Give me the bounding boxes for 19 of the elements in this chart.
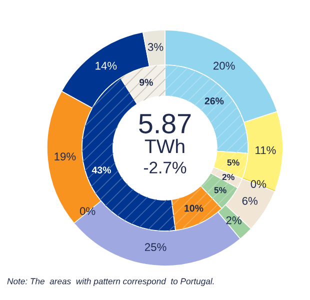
data-label: 2% bbox=[226, 216, 242, 224]
text: TWh bbox=[144, 138, 184, 154]
text: 5.87 bbox=[139, 114, 191, 134]
data-label: 26% bbox=[204, 98, 224, 104]
data-label: 3% bbox=[148, 43, 164, 51]
data-label: 25% bbox=[144, 243, 166, 252]
data-label: 5% bbox=[214, 187, 226, 194]
data-label: 19% bbox=[54, 152, 76, 160]
data-label: 20% bbox=[214, 62, 235, 70]
data-label: 2% bbox=[222, 174, 234, 180]
data-label: 5% bbox=[227, 159, 240, 166]
data-label: 14% bbox=[96, 62, 117, 70]
text: -2.7% bbox=[144, 162, 186, 174]
data-label: 10% bbox=[184, 204, 204, 212]
data-label: 11% bbox=[256, 146, 276, 154]
data-label: 9% bbox=[139, 78, 153, 86]
data-label: 43% bbox=[92, 166, 111, 174]
text: Note: The areas with pattern correspond to Portugal. bbox=[7, 278, 214, 286]
data-label: 6% bbox=[242, 196, 258, 205]
